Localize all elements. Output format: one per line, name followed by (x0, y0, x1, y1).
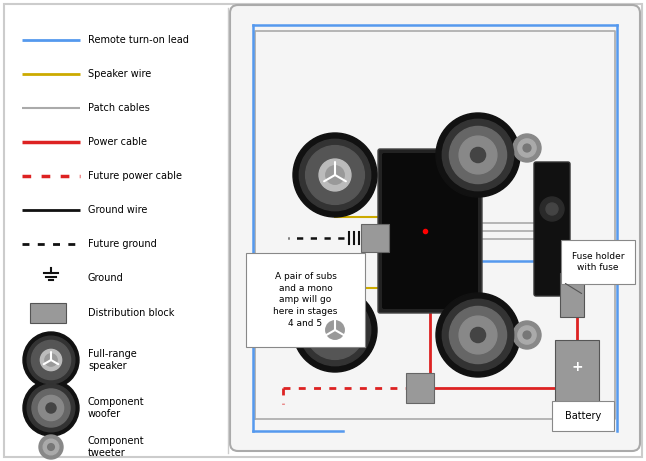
Circle shape (470, 148, 486, 163)
Circle shape (513, 321, 541, 349)
Circle shape (45, 354, 57, 366)
Bar (30, 303, 66, 323)
FancyBboxPatch shape (230, 5, 640, 451)
Text: Component
woofer: Component woofer (88, 397, 145, 419)
Bar (555, 340, 599, 404)
Circle shape (443, 299, 514, 371)
FancyBboxPatch shape (382, 153, 478, 309)
FancyBboxPatch shape (561, 240, 635, 284)
Circle shape (546, 203, 558, 215)
Circle shape (40, 349, 61, 371)
Text: Battery: Battery (565, 411, 601, 421)
FancyBboxPatch shape (378, 149, 482, 313)
Text: Component
tweeter: Component tweeter (88, 436, 145, 458)
Text: Fuse holder
with fuse: Fuse holder with fuse (572, 252, 624, 272)
Circle shape (523, 144, 531, 152)
FancyBboxPatch shape (552, 401, 614, 431)
Circle shape (23, 332, 79, 388)
Circle shape (306, 146, 364, 204)
Bar (361, 224, 389, 252)
Circle shape (513, 134, 541, 162)
Text: Patch cables: Patch cables (88, 103, 150, 113)
Text: A pair of subs
and a mono
amp will go
here in stages
4 and 5: A pair of subs and a mono amp will go he… (273, 272, 338, 328)
Circle shape (523, 331, 531, 339)
Text: Power cable: Power cable (88, 137, 147, 147)
FancyBboxPatch shape (534, 162, 570, 296)
Bar (406, 373, 434, 403)
Circle shape (319, 159, 351, 191)
Circle shape (470, 327, 486, 343)
Circle shape (326, 166, 344, 184)
Circle shape (27, 384, 75, 432)
FancyBboxPatch shape (246, 253, 365, 347)
Circle shape (293, 288, 377, 372)
Text: +: + (571, 360, 583, 374)
Circle shape (319, 314, 351, 346)
Text: Remote turn-on lead: Remote turn-on lead (88, 35, 189, 45)
Circle shape (32, 389, 70, 427)
Text: Future power cable: Future power cable (88, 171, 182, 181)
Circle shape (450, 307, 506, 364)
Circle shape (306, 301, 364, 360)
Circle shape (436, 293, 520, 377)
Bar (560, 273, 584, 317)
Circle shape (436, 113, 520, 197)
Text: Distribution block: Distribution block (88, 308, 174, 318)
Text: Speaker wire: Speaker wire (88, 69, 151, 79)
Text: Future ground: Future ground (88, 239, 157, 249)
Circle shape (518, 139, 536, 157)
Circle shape (326, 321, 344, 339)
Circle shape (459, 316, 497, 354)
Circle shape (540, 197, 564, 221)
Circle shape (443, 119, 514, 191)
Circle shape (23, 380, 79, 436)
Circle shape (299, 139, 371, 211)
Circle shape (43, 439, 59, 455)
Circle shape (32, 340, 70, 379)
Circle shape (46, 403, 56, 413)
Circle shape (450, 126, 506, 183)
Circle shape (518, 326, 536, 344)
Circle shape (459, 136, 497, 174)
Text: Ground: Ground (88, 273, 124, 283)
Circle shape (293, 133, 377, 217)
Circle shape (27, 336, 75, 384)
Text: Full-range
speaker: Full-range speaker (88, 349, 137, 371)
Circle shape (39, 435, 63, 459)
Text: Ground wire: Ground wire (88, 205, 147, 215)
Circle shape (299, 294, 371, 366)
Circle shape (38, 396, 63, 420)
Circle shape (48, 443, 54, 450)
